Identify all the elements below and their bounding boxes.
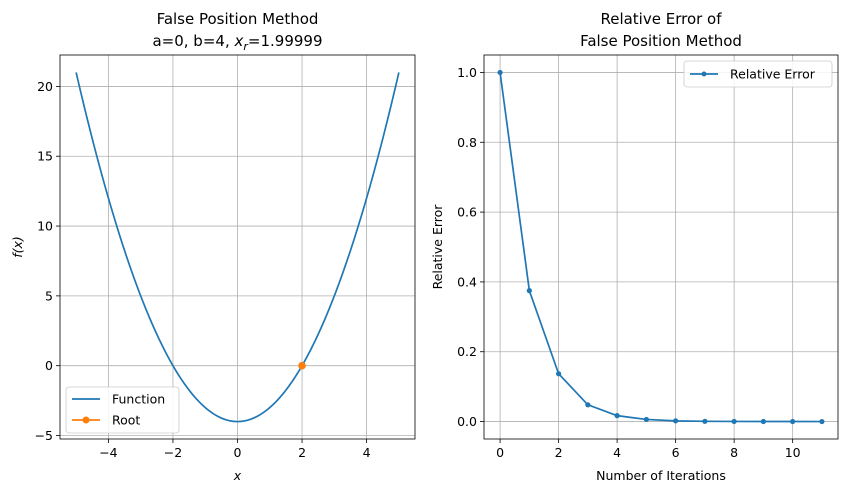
relative-error-point xyxy=(731,418,737,425)
chart1-plot-area xyxy=(497,69,825,425)
chart0-x-tick-label: −4 xyxy=(99,445,117,460)
chart1-x-tick-label: 0 xyxy=(496,445,504,460)
chart1-ticks: 0 2 4 6 8 10 0.0 0.2 0.4 0.6 0.8 1.0 xyxy=(457,65,801,460)
relative-error-point xyxy=(643,416,649,423)
chart1-legend-marker xyxy=(701,71,707,77)
chart0-x-axis-label: x xyxy=(233,468,242,483)
chart1-y-tick-label: 0.2 xyxy=(457,344,477,359)
relative-error-point xyxy=(819,418,825,425)
chart0-title-line1: False Position Method xyxy=(157,10,319,28)
relative-error-point xyxy=(556,371,562,377)
relative-error-point xyxy=(760,418,766,425)
chart1-y-tick-label: 0.0 xyxy=(457,414,477,429)
chart1-y-axis-label: Relative Error xyxy=(430,204,445,290)
chart0-y-tick-label: 15 xyxy=(37,149,53,164)
chart0-y-tick-label: 20 xyxy=(37,79,53,94)
chart0-legend-root-label: Root xyxy=(112,413,140,428)
chart0-y-tick-label: 0 xyxy=(45,358,53,373)
relative-error-point xyxy=(702,418,708,424)
function-curve xyxy=(75,72,400,423)
root-marker xyxy=(298,361,306,370)
chart-relative-error: 0 2 4 6 8 10 0.0 0.2 0.4 0.6 0.8 1.0 Relative Error… xyxy=(430,10,839,483)
chart1-x-tick-label: 4 xyxy=(613,445,621,460)
chart0-plot-area xyxy=(75,72,400,423)
chart1-legend-label: Relative Error xyxy=(730,67,816,82)
relative-error-point xyxy=(673,418,679,424)
relative-error-point xyxy=(614,413,620,419)
chart0-x-tick-label: 0 xyxy=(234,445,242,460)
chart0-grid xyxy=(60,55,415,439)
chart1-legend: Relative Error xyxy=(683,60,833,88)
chart1-title-line2: False Position Method xyxy=(580,32,742,50)
chart0-y-axis-label: f(x) xyxy=(10,236,25,258)
chart1-y-tick-label: 0.8 xyxy=(457,135,477,150)
chart0-x-tick-label: −2 xyxy=(164,445,182,460)
chart1-x-tick-label: 6 xyxy=(672,445,680,460)
chart0-y-tick-label: 5 xyxy=(45,288,53,303)
chart0-title-line2: a=0, b=4, xr=1.99999 xyxy=(152,32,322,53)
relative-error-point xyxy=(497,69,503,76)
relative-error-point xyxy=(790,418,796,425)
chart0-legend-root-marker xyxy=(82,416,90,424)
chart1-grid xyxy=(484,55,838,439)
chart1-legend-box xyxy=(683,60,833,88)
relative-error-line xyxy=(499,72,822,423)
chart1-x-axis-label: Number of Iterations xyxy=(596,468,726,483)
chart0-y-tick-label: 10 xyxy=(37,219,53,234)
chart1-x-tick-label: 2 xyxy=(555,445,563,460)
chart0-legend: Function Root xyxy=(65,386,180,434)
chart1-x-tick-label: 10 xyxy=(785,445,801,460)
chart1-y-tick-label: 1.0 xyxy=(457,65,477,80)
chart1-y-tick-label: 0.6 xyxy=(457,205,477,220)
chart0-legend-function-label: Function xyxy=(112,392,165,407)
relative-error-point xyxy=(585,402,591,408)
chart1-title-line1: Relative Error of xyxy=(600,10,722,28)
relative-error-point xyxy=(526,288,532,294)
chart1-y-tick-label: 0.4 xyxy=(457,274,477,289)
chart0-x-tick-label: 4 xyxy=(363,445,371,460)
chart0-x-tick-label: 2 xyxy=(298,445,306,460)
chart0-ticks: −4 −2 0 2 4 −5 0 5 10 15 20 xyxy=(35,79,371,460)
chart0-y-tick-label: −5 xyxy=(35,428,53,443)
chart1-axes-frame xyxy=(483,54,839,440)
chart1-x-tick-label: 8 xyxy=(730,445,738,460)
